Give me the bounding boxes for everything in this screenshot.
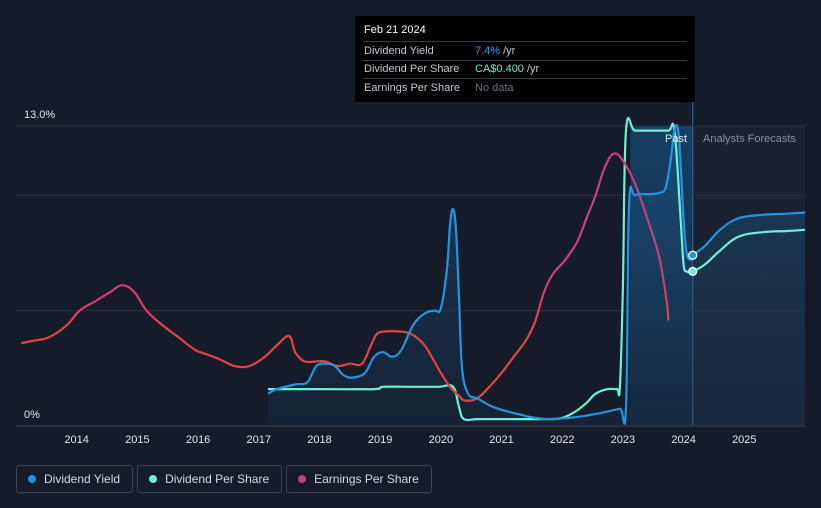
tooltip-row-dividend-yield: Dividend Yield 7.4% /yr: [363, 41, 687, 60]
x-axis: 2014 2015 2016 2017 2018 2019 2020 2021 2022 2023…: [64, 434, 756, 446]
dividend-per-share-marker: [688, 266, 698, 276]
legend-dot: [149, 475, 158, 483]
tooltip-label: Dividend Per Share: [364, 63, 460, 76]
chart-tooltip: Feb 21 2024 Dividend Yield 7.4% /yr Divi…: [355, 16, 695, 102]
earnings-per-share-line: [21, 152, 670, 402]
tooltip-row-earnings-per-share: Earnings Per Share No data: [363, 78, 687, 97]
x-tick-label: 2020: [429, 434, 453, 446]
tooltip-label: Earnings Per Share: [364, 81, 460, 94]
x-tick-label: 2014: [64, 434, 88, 446]
x-tick-label: 2022: [550, 434, 574, 446]
x-tick-label: 2017: [247, 434, 271, 446]
x-tick-label: 2023: [611, 434, 635, 446]
legend-item-earnings-per-share[interactable]: Earnings Per Share: [286, 465, 432, 493]
y-tick-label-bottom: 0%: [24, 409, 40, 421]
x-tick-label: 2025: [732, 434, 756, 446]
legend-item-dividend-per-share[interactable]: Dividend Per Share: [137, 465, 283, 493]
tooltip-unit: /yr: [503, 44, 516, 57]
dividend-yield-marker: [688, 250, 698, 260]
series-areas: [267, 125, 805, 427]
legend-label: Earnings Per Share: [314, 472, 419, 486]
legend-dot: [28, 475, 36, 483]
tooltip-value: No data: [475, 81, 514, 94]
legend-item-dividend-yield[interactable]: Dividend Yield: [16, 465, 134, 493]
x-tick-label: 2018: [307, 434, 331, 446]
legend-dot: [298, 475, 307, 483]
dividend-yield-line: [267, 124, 806, 425]
dividend-yield-area: [267, 125, 805, 427]
series-markers: [688, 250, 698, 276]
legend-label: Dividend Per Share: [165, 472, 270, 486]
tooltip-value: CA$0.400: [475, 63, 524, 76]
x-tick-label: 2024: [671, 434, 695, 446]
x-tick-label: 2021: [489, 434, 513, 446]
x-tick-label: 2019: [368, 434, 392, 446]
chart-legend: Dividend Yield Dividend Per Share Earnin…: [16, 465, 432, 493]
tooltip-row-dividend-per-share: Dividend Per Share CA$0.400 /yr: [363, 59, 687, 79]
legend-label: Dividend Yield: [44, 472, 121, 486]
tooltip-value: 7.4%: [475, 44, 501, 57]
x-tick-label: 2015: [125, 434, 149, 446]
tooltip-date: Feb 21 2024: [364, 24, 426, 36]
x-tick-label: 2016: [186, 434, 210, 446]
forecast-label: Analysts Forecasts: [703, 133, 796, 145]
tooltip-unit: /yr: [526, 63, 540, 76]
y-tick-label-top: 13.0%: [24, 109, 55, 121]
tooltip-label: Dividend Yield: [364, 44, 434, 57]
past-label: Past: [665, 133, 687, 145]
